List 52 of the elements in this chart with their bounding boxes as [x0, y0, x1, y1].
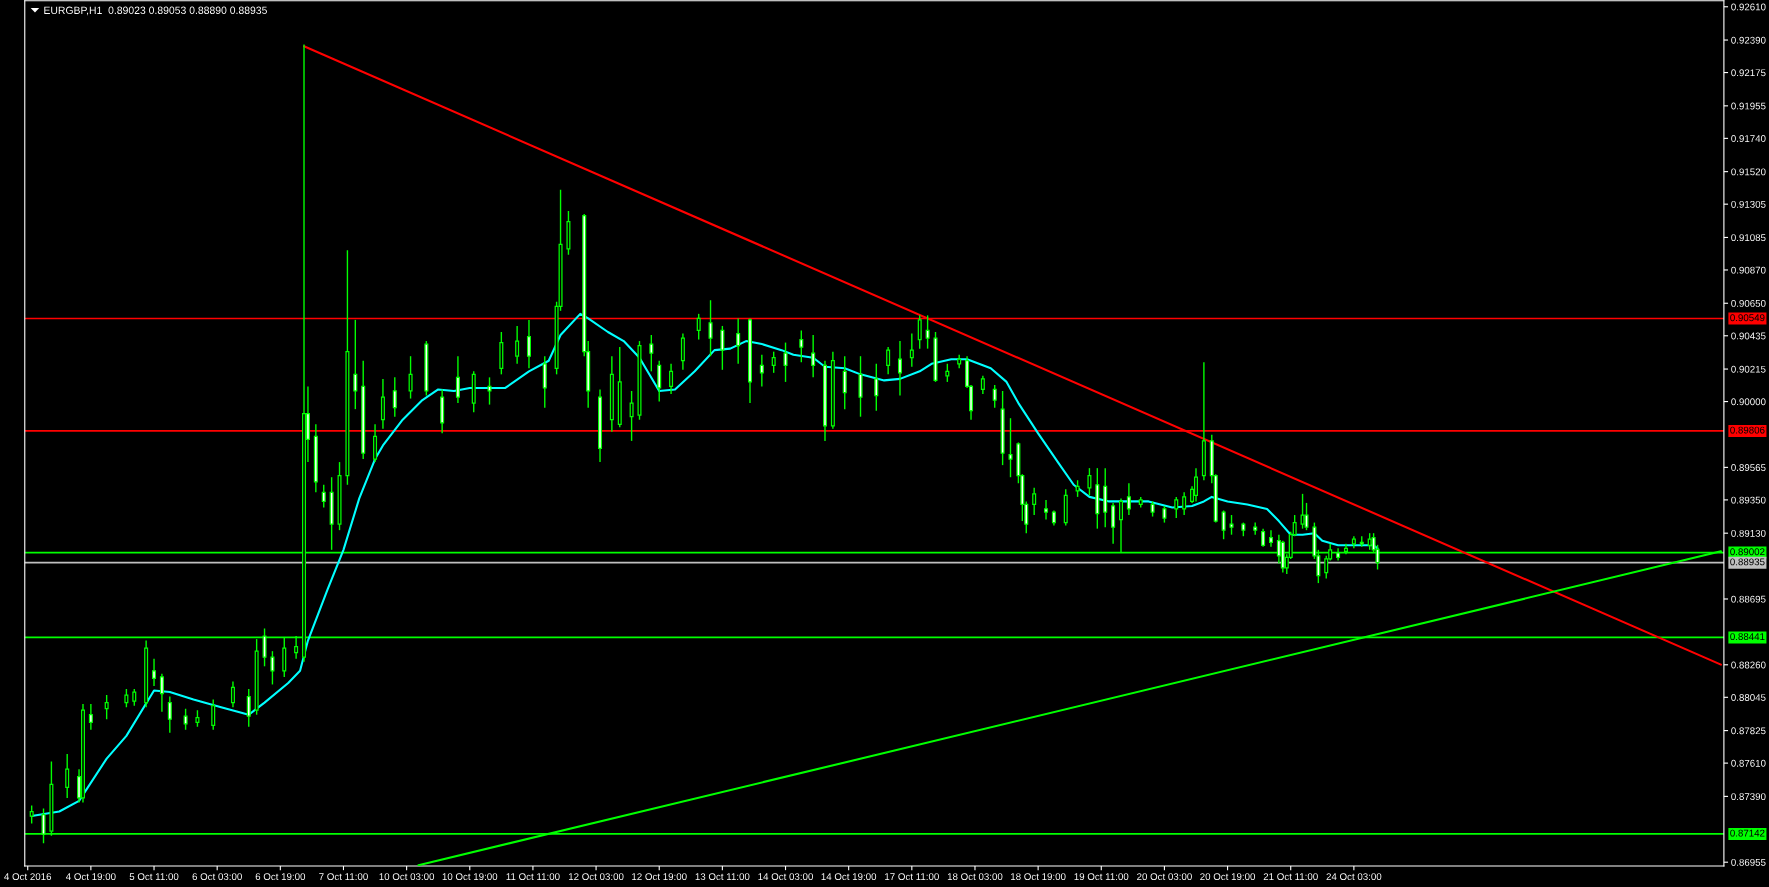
y-tick-label: 0.91085 — [1731, 234, 1766, 242]
x-tick-label: 19 Oct 11:00 — [1074, 873, 1129, 881]
ref-line-label: 0.90549 — [1730, 314, 1765, 322]
y-tick-label: 0.86955 — [1731, 858, 1766, 866]
x-tick-label: 18 Oct 19:00 — [1011, 873, 1066, 881]
x-tick-label: 7 Oct 11:00 — [319, 873, 368, 881]
y-tick-label: 0.89565 — [1731, 464, 1766, 471]
ref-line-label: 0.88935 — [1730, 558, 1765, 566]
y-tick-label: 0.90870 — [1731, 266, 1766, 274]
y-tick-label: 0.88260 — [1731, 661, 1766, 669]
x-tick-label: 11 Oct 11:00 — [506, 873, 560, 881]
x-tick-label: 10 Oct 03:00 — [379, 873, 435, 881]
y-tick-label: 0.91955 — [1731, 102, 1766, 110]
x-tick-label: 14 Oct 19:00 — [821, 873, 877, 881]
x-tick-label: 4 Oct 19:00 — [65, 873, 116, 881]
x-tick-label: 4 Oct 2016 — [4, 873, 52, 881]
y-tick-label: 0.87825 — [1731, 727, 1766, 735]
x-tick-label: 12 Oct 03:00 — [568, 873, 624, 881]
y-tick-label: 0.88045 — [1731, 694, 1766, 701]
y-tick-label: 0.91740 — [1731, 135, 1766, 142]
y-tick-label: 0.90435 — [1731, 332, 1766, 340]
x-tick-label: 5 Oct 11:00 — [129, 873, 179, 881]
y-tick-label: 0.92610 — [1731, 3, 1766, 11]
y-tick-label: 0.87610 — [1731, 759, 1766, 767]
y-tick-label: 0.90000 — [1731, 398, 1766, 406]
y-tick-label: 0.91305 — [1731, 200, 1766, 208]
x-tick-label: 18 Oct 03:00 — [947, 873, 1003, 881]
ref-line-label: 0.89002 — [1730, 548, 1765, 556]
x-tick-label: 20 Oct 03:00 — [1137, 873, 1192, 881]
x-tick-label: 20 Oct 19:00 — [1200, 873, 1256, 881]
y-tick-label: 0.89130 — [1731, 529, 1766, 537]
x-tick-label: 14 Oct 03:00 — [758, 873, 813, 881]
ref-line-label: 0.87142 — [1730, 829, 1765, 837]
x-tick-label: 12 Oct 19:00 — [632, 873, 687, 881]
ref-line-label: 0.89806 — [1730, 426, 1765, 434]
y-tick-label: 0.92390 — [1731, 36, 1766, 44]
y-tick-label: 0.89350 — [1731, 496, 1766, 504]
x-tick-label: 21 Oct 11:00 — [1263, 873, 1318, 881]
x-tick-label: 6 Oct 03:00 — [192, 873, 242, 881]
y-tick-label: 0.88695 — [1731, 595, 1766, 603]
x-tick-label: 17 Oct 11:00 — [885, 873, 939, 881]
chart-title: EURGBP,H1 0.89023 0.89053 0.88890 0.88935 — [44, 6, 267, 16]
y-tick-label: 0.90215 — [1731, 365, 1766, 373]
x-tick-label: 24 Oct 03:00 — [1326, 873, 1382, 881]
y-tick-label: 0.92175 — [1731, 69, 1766, 77]
x-tick-label: 10 Oct 19:00 — [442, 873, 498, 881]
x-tick-label: 13 Oct 11:00 — [695, 873, 750, 881]
y-tick-label: 0.87390 — [1731, 793, 1766, 801]
y-tick-label: 0.91520 — [1731, 168, 1766, 176]
y-tick-label: 0.90650 — [1731, 299, 1766, 307]
x-tick-label: 6 Oct 19:00 — [255, 873, 306, 881]
ref-line-label: 0.88441 — [1730, 633, 1765, 641]
